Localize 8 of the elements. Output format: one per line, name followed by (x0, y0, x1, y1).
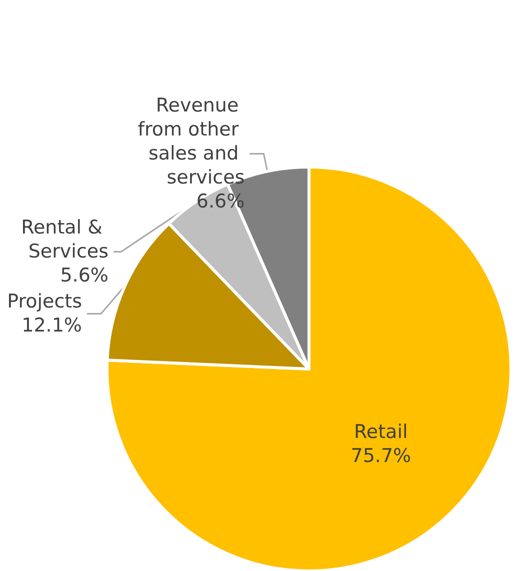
data-label: 12.1% (22, 314, 82, 337)
slice-label: Revenue from other sales and services (138, 94, 245, 189)
data-label: 5.6% (60, 264, 108, 287)
slice-label: Projects (7, 290, 82, 313)
slice-label: Rental & Services (21, 216, 108, 263)
data-label: 75.7% (350, 445, 412, 468)
slice-label: Retail (354, 421, 408, 444)
data-label: 6.6% (196, 190, 245, 213)
